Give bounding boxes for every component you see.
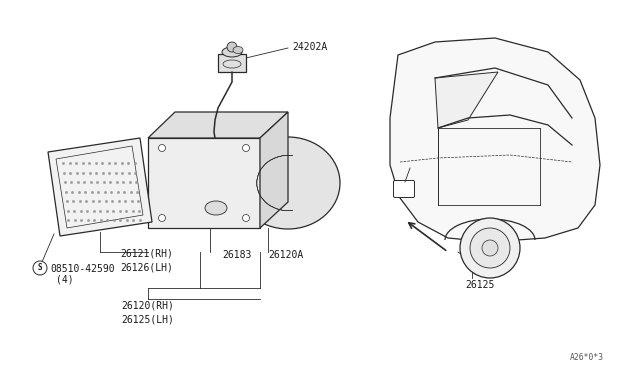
Circle shape <box>159 144 166 151</box>
Text: (4): (4) <box>56 274 74 284</box>
Text: S: S <box>38 263 42 273</box>
Circle shape <box>243 215 250 221</box>
Ellipse shape <box>233 46 243 54</box>
Ellipse shape <box>236 137 340 229</box>
Circle shape <box>470 228 510 268</box>
Circle shape <box>460 218 520 278</box>
Text: 26121(RH)
26126(LH): 26121(RH) 26126(LH) <box>120 248 173 272</box>
Circle shape <box>33 261 47 275</box>
Ellipse shape <box>222 47 242 57</box>
Text: 26120: 26120 <box>412 153 442 163</box>
Circle shape <box>482 240 498 256</box>
Polygon shape <box>218 54 246 72</box>
FancyBboxPatch shape <box>394 180 415 198</box>
Text: 26183: 26183 <box>222 250 252 260</box>
Polygon shape <box>48 138 152 236</box>
Text: 26120A: 26120A <box>268 250 303 260</box>
Text: 26120(RH)
26125(LH): 26120(RH) 26125(LH) <box>122 300 175 324</box>
Polygon shape <box>260 112 288 228</box>
Polygon shape <box>148 138 260 228</box>
Circle shape <box>243 144 250 151</box>
Circle shape <box>227 42 237 52</box>
Polygon shape <box>390 38 600 242</box>
Ellipse shape <box>205 201 227 215</box>
Text: A26*0*3: A26*0*3 <box>570 353 604 362</box>
Text: 24202A: 24202A <box>292 42 327 52</box>
Polygon shape <box>435 72 498 128</box>
Text: 08510-42590: 08510-42590 <box>50 264 115 274</box>
Circle shape <box>159 215 166 221</box>
Polygon shape <box>148 112 288 138</box>
Text: 26125: 26125 <box>465 280 494 290</box>
